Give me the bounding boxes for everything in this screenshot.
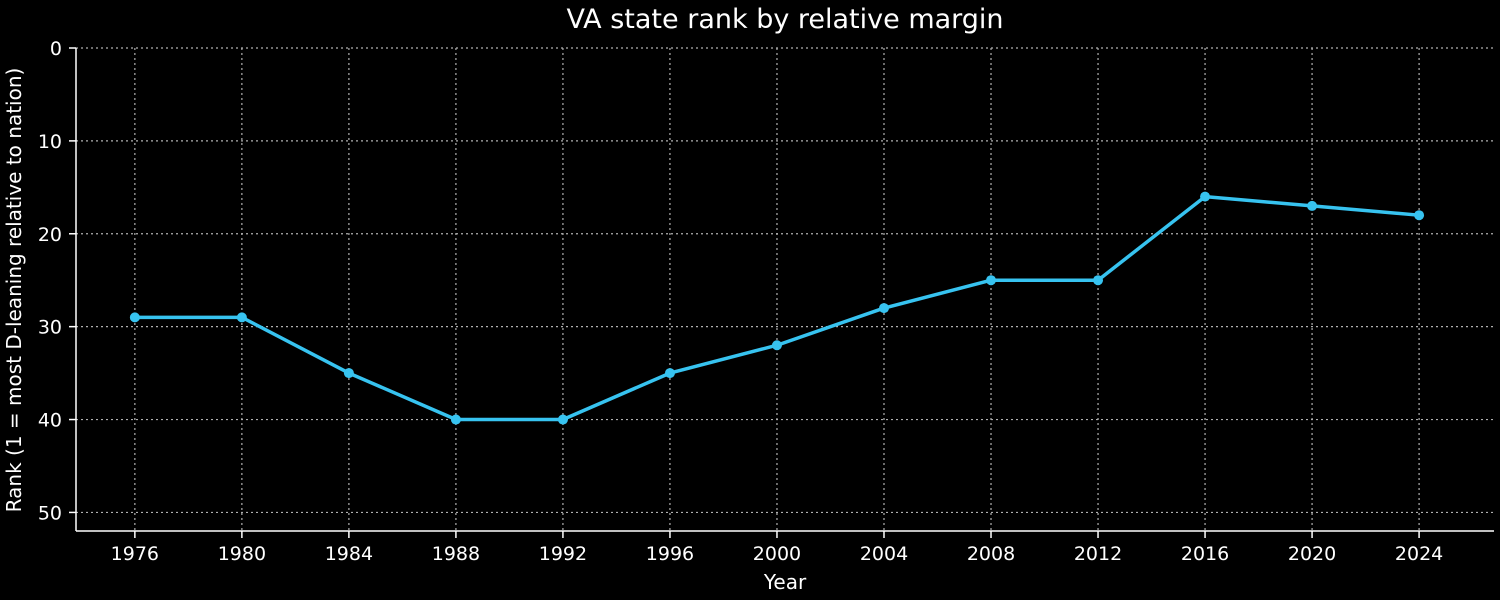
x-tick-label: 2008	[967, 543, 1015, 565]
x-tick-label: 2016	[1181, 543, 1229, 565]
y-tick-label: 40	[38, 410, 62, 432]
x-tick-label: 2004	[860, 543, 908, 565]
data-point	[450, 414, 461, 425]
data-point	[236, 312, 247, 323]
data-point	[1200, 191, 1211, 202]
x-tick-label: 2000	[753, 543, 801, 565]
data-point	[557, 414, 568, 425]
y-tick-label: 0	[50, 38, 62, 60]
chart-title: VA state rank by relative margin	[566, 4, 1003, 35]
data-point	[1307, 200, 1318, 211]
y-tick-label: 10	[38, 131, 62, 153]
x-tick-label: 2020	[1288, 543, 1336, 565]
data-point	[986, 275, 997, 286]
data-point	[771, 340, 782, 351]
ticks-layer: 1976 1980 1984 1988 1992 1996 2000 2004 2008 2012…	[38, 38, 1443, 565]
data-point	[1093, 275, 1104, 286]
y-tick-label: 20	[38, 224, 62, 246]
x-tick-label: 1976	[111, 543, 159, 565]
data-point	[664, 368, 675, 379]
series-layer	[129, 191, 1425, 425]
grid-layer	[76, 47, 1494, 531]
y-axis-label: Rank (1 = most D-leaning relative to nat…	[2, 68, 26, 513]
y-tick-label: 30	[38, 317, 62, 339]
x-tick-label: 1988	[432, 543, 480, 565]
axes-layer	[75, 48, 1494, 532]
data-point	[343, 368, 354, 379]
x-tick-label: 2024	[1395, 543, 1443, 565]
x-axis-label: Year	[763, 570, 807, 594]
x-tick-label: 2012	[1074, 543, 1122, 565]
x-tick-label: 1996	[646, 543, 694, 565]
data-point	[1414, 210, 1425, 221]
y-tick-label: 50	[38, 502, 62, 524]
x-tick-label: 1984	[325, 543, 373, 565]
data-point	[878, 303, 889, 314]
x-tick-label: 1992	[539, 543, 587, 565]
x-tick-label: 1980	[218, 543, 266, 565]
data-point	[129, 312, 140, 323]
